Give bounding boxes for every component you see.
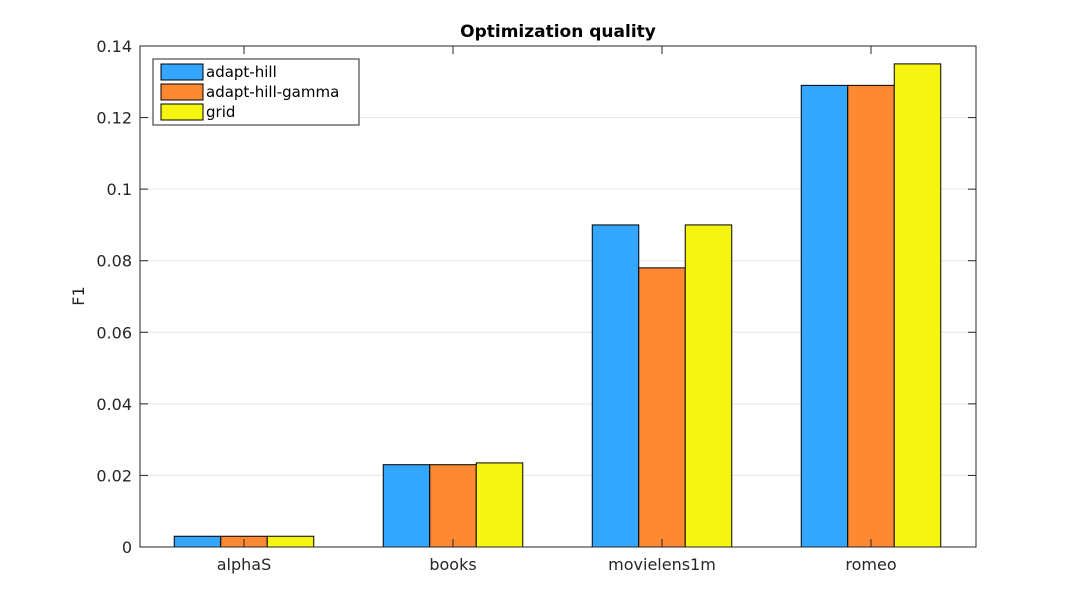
legend-swatch bbox=[160, 103, 204, 121]
legend-label: grid bbox=[206, 103, 235, 121]
y-tick-label: 0.1 bbox=[107, 180, 132, 199]
bar-grid-alphaS bbox=[266, 535, 315, 548]
y-tick-label: 0.12 bbox=[96, 109, 132, 128]
legend-swatch bbox=[160, 83, 204, 101]
x-tick-label: alphaS bbox=[217, 555, 272, 574]
legend-label: adapt-hill-gamma bbox=[206, 83, 339, 101]
y-tick-label: 0.06 bbox=[96, 323, 132, 342]
bar-grid-romeo bbox=[893, 63, 942, 548]
bars bbox=[173, 63, 942, 548]
y-tick-label: 0.04 bbox=[96, 395, 132, 414]
bar-adapt-hill-gamma-books bbox=[429, 464, 477, 548]
x-tick-label: romeo bbox=[845, 555, 896, 574]
axes: 0 0.02 0.04 0.06 0.08 0.1 0.12 0.14 alphaS books m… bbox=[96, 37, 977, 574]
bar-adapt-hill-alphaS bbox=[173, 535, 222, 548]
y-tick-label: 0.14 bbox=[96, 37, 132, 56]
legend: adapt-hill adapt-hill-gamma grid bbox=[152, 58, 360, 126]
x-tick-label: movielens1m bbox=[608, 555, 716, 574]
bar-adapt-hill-movielens1m bbox=[591, 224, 640, 548]
x-tick-label: books bbox=[429, 555, 476, 574]
y-tick-label: 0.02 bbox=[96, 466, 132, 485]
bar-adapt-hill-gamma-movielens1m bbox=[638, 267, 686, 548]
chart-title: Optimization quality bbox=[460, 22, 656, 42]
legend-label: adapt-hill bbox=[206, 63, 277, 81]
legend-swatch bbox=[160, 63, 204, 81]
bar-adapt-hill-books bbox=[382, 464, 431, 548]
bar-adapt-hill-gamma-romeo bbox=[847, 84, 895, 548]
y-tick-label: 0.08 bbox=[96, 252, 132, 271]
y-axis-title: F1 bbox=[69, 286, 88, 305]
bar-grid-movielens1m bbox=[684, 224, 733, 548]
axes-box bbox=[139, 45, 977, 548]
bar-grid-books bbox=[475, 462, 524, 548]
y-tick-label: 0 bbox=[122, 538, 132, 557]
bar-adapt-hill-romeo bbox=[800, 84, 849, 548]
